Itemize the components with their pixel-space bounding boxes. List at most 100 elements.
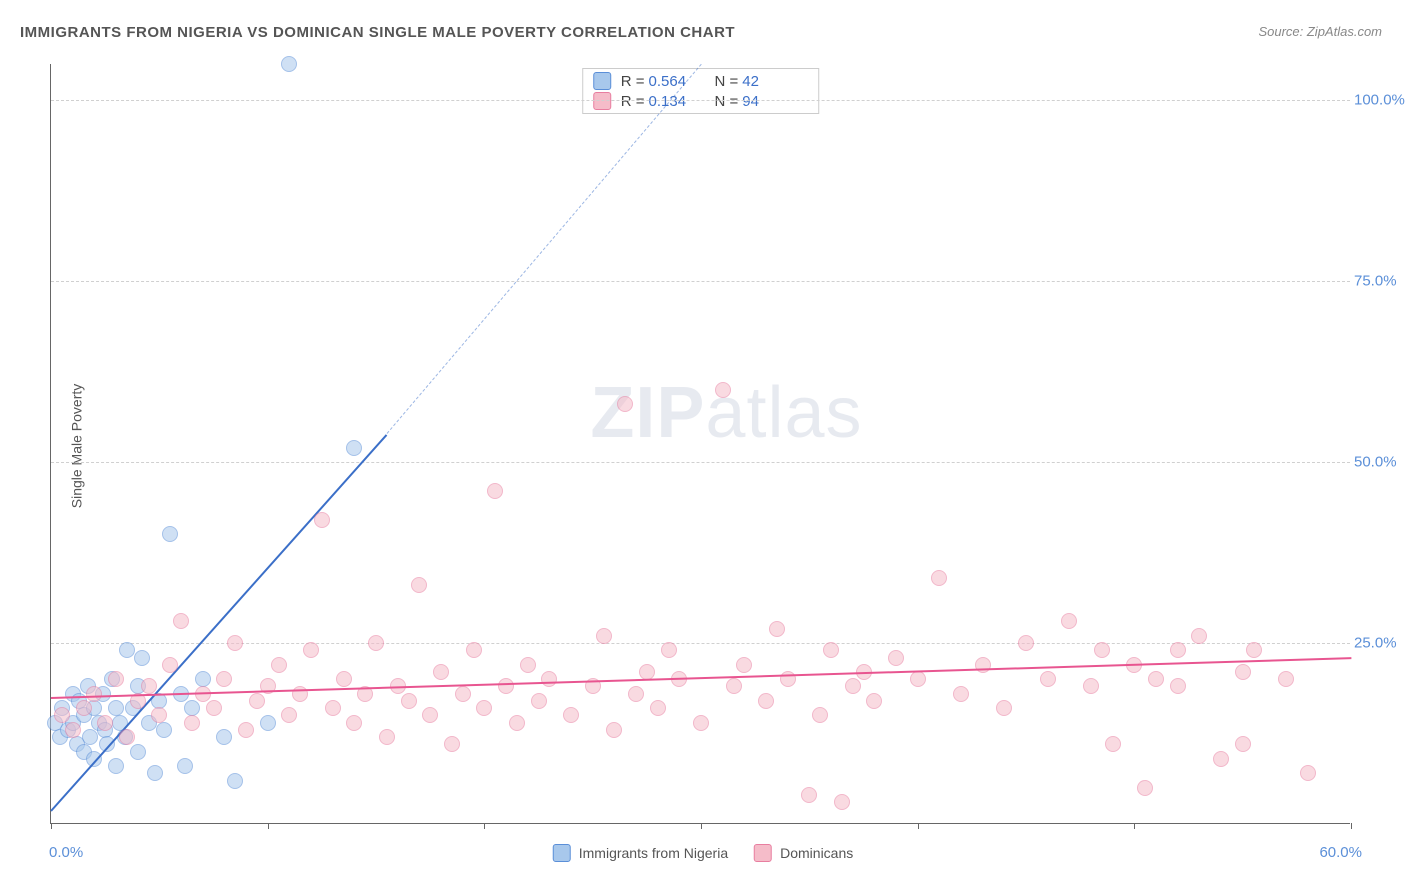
grid-line [51, 281, 1350, 282]
y-tick-label: 75.0% [1354, 273, 1406, 290]
data-point [1235, 664, 1251, 680]
data-point [346, 715, 362, 731]
data-point [292, 686, 308, 702]
legend-label: Immigrants from Nigeria [579, 845, 728, 861]
scatter-plot: ZIPatlas R =0.564N =42R =0.134N =94 0.0%… [50, 64, 1350, 824]
data-point [769, 621, 785, 637]
data-point [184, 715, 200, 731]
data-point [325, 700, 341, 716]
y-tick-label: 25.0% [1354, 635, 1406, 652]
data-point [1170, 678, 1186, 694]
data-point [953, 686, 969, 702]
data-point [1278, 671, 1294, 687]
x-tick-mark [1134, 823, 1135, 829]
trend-line [50, 433, 387, 811]
data-point [76, 700, 92, 716]
data-point [596, 628, 612, 644]
data-point [108, 671, 124, 687]
legend-swatch [553, 844, 571, 862]
data-point [134, 650, 150, 666]
data-point [910, 671, 926, 687]
data-point [455, 686, 471, 702]
data-point [812, 707, 828, 723]
data-point [1300, 765, 1316, 781]
x-axis-max-label: 60.0% [1319, 844, 1362, 861]
x-tick-mark [701, 823, 702, 829]
stats-row: R =0.564 N =42 [583, 71, 819, 91]
data-point [65, 722, 81, 738]
y-tick-label: 100.0% [1354, 92, 1406, 109]
data-point [1018, 635, 1034, 651]
stats-n-value: 42 [742, 73, 790, 90]
data-point [227, 773, 243, 789]
data-point [1213, 751, 1229, 767]
data-point [379, 729, 395, 745]
data-point [130, 744, 146, 760]
data-point [628, 686, 644, 702]
stats-r-value: 0.564 [649, 73, 697, 90]
data-point [996, 700, 1012, 716]
data-point [86, 686, 102, 702]
data-point [151, 707, 167, 723]
data-point [1235, 736, 1251, 752]
grid-line [51, 100, 1350, 101]
data-point [466, 642, 482, 658]
legend-item: Immigrants from Nigeria [553, 844, 728, 862]
data-point [509, 715, 525, 731]
data-point [227, 635, 243, 651]
data-point [1061, 613, 1077, 629]
x-tick-mark [484, 823, 485, 829]
data-point [758, 693, 774, 709]
data-point [119, 729, 135, 745]
data-point [368, 635, 384, 651]
data-point [1105, 736, 1121, 752]
data-point [346, 440, 362, 456]
x-tick-mark [268, 823, 269, 829]
chart-title: IMMIGRANTS FROM NIGERIA VS DOMINICAN SIN… [20, 24, 735, 41]
data-point [726, 678, 742, 694]
stats-n-label: N = [715, 73, 739, 90]
grid-line [51, 643, 1350, 644]
data-point [271, 657, 287, 673]
data-point [866, 693, 882, 709]
data-point [303, 642, 319, 658]
data-point [541, 671, 557, 687]
legend-label: Dominicans [780, 845, 853, 861]
data-point [801, 787, 817, 803]
data-point [249, 693, 265, 709]
data-point [108, 758, 124, 774]
data-point [260, 715, 276, 731]
data-point [520, 657, 536, 673]
data-point [476, 700, 492, 716]
data-point [281, 707, 297, 723]
data-point [206, 700, 222, 716]
stats-r-label: R = [621, 73, 645, 90]
data-point [238, 722, 254, 738]
legend: Immigrants from Nigeria Dominicans [543, 844, 864, 862]
data-point [177, 758, 193, 774]
y-tick-label: 50.0% [1354, 454, 1406, 471]
data-point [845, 678, 861, 694]
x-axis-min-label: 0.0% [49, 844, 83, 861]
data-point [1148, 671, 1164, 687]
data-point [661, 642, 677, 658]
data-point [617, 396, 633, 412]
data-point [54, 707, 70, 723]
data-point [97, 715, 113, 731]
data-point [314, 512, 330, 528]
data-point [693, 715, 709, 731]
data-point [823, 642, 839, 658]
data-point [156, 722, 172, 738]
data-point [715, 382, 731, 398]
data-point [1137, 780, 1153, 796]
data-point [336, 671, 352, 687]
data-point [487, 483, 503, 499]
legend-swatch [754, 844, 772, 862]
data-point [433, 664, 449, 680]
data-point [401, 693, 417, 709]
data-point [1083, 678, 1099, 694]
data-point [563, 707, 579, 723]
data-point [82, 729, 98, 745]
data-point [931, 570, 947, 586]
data-point [141, 678, 157, 694]
